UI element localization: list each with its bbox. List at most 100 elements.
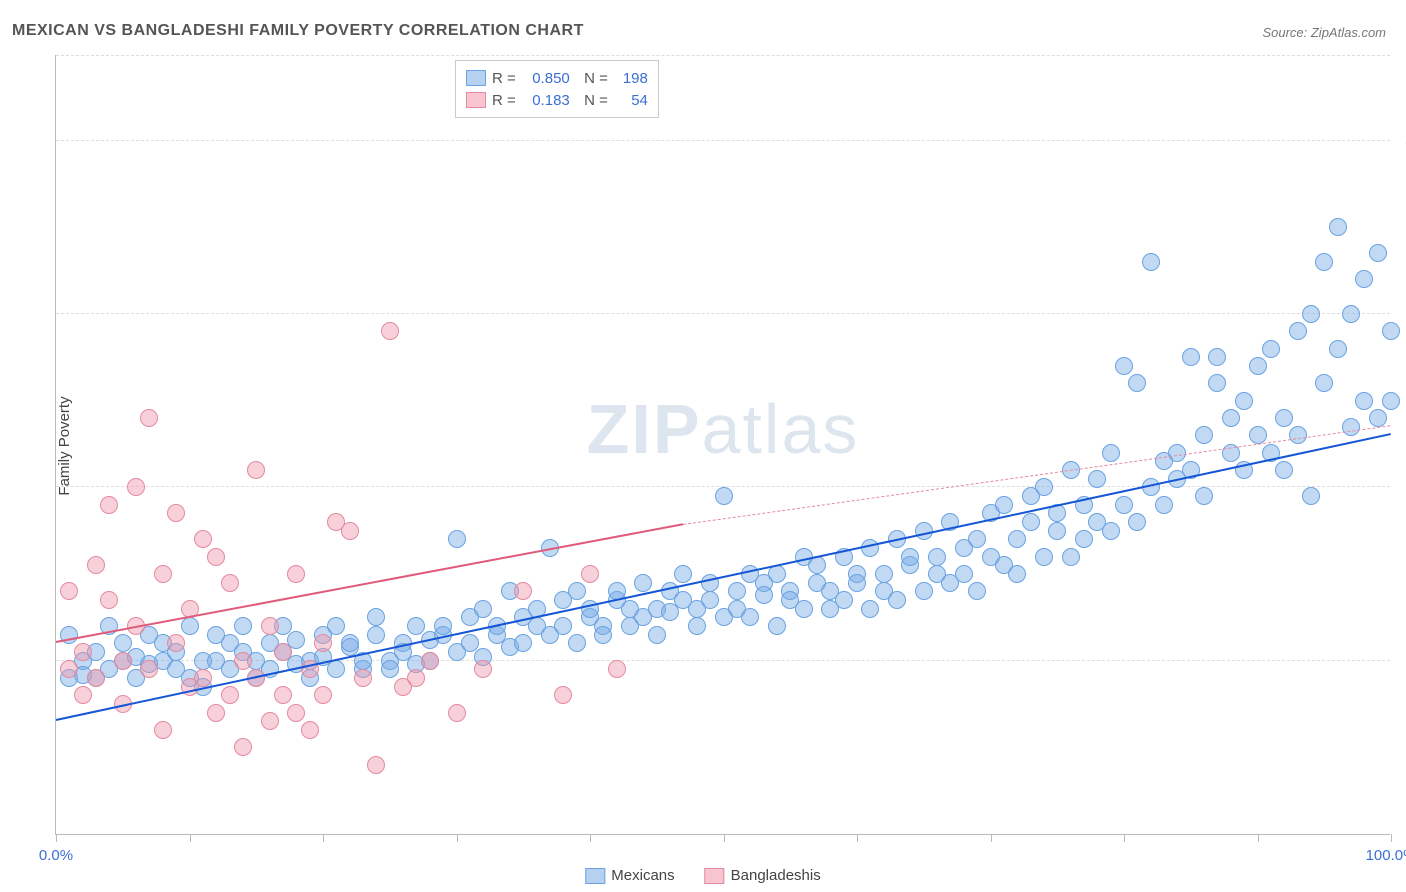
data-point: [154, 565, 172, 583]
source-label: Source: ZipAtlas.com: [1262, 25, 1386, 40]
data-point: [968, 530, 986, 548]
data-point: [928, 548, 946, 566]
data-point: [554, 686, 572, 704]
data-point: [167, 504, 185, 522]
data-point: [287, 565, 305, 583]
legend-swatch: [585, 868, 605, 884]
data-point: [1088, 470, 1106, 488]
y-tick-label: 20.0%: [1398, 479, 1406, 496]
data-point: [234, 652, 252, 670]
data-point: [1022, 513, 1040, 531]
data-point: [181, 617, 199, 635]
data-point: [514, 582, 532, 600]
data-point: [594, 626, 612, 644]
data-point: [274, 643, 292, 661]
y-tick-label: 30.0%: [1398, 306, 1406, 323]
data-point: [421, 652, 439, 670]
y-tick-label: 40.0%: [1398, 133, 1406, 150]
data-point: [194, 530, 212, 548]
correlation-legend: R =0.850 N =198R =0.183 N =54: [455, 60, 659, 118]
data-point: [568, 634, 586, 652]
data-point: [341, 634, 359, 652]
data-point: [1342, 418, 1360, 436]
data-point: [875, 565, 893, 583]
data-point: [768, 617, 786, 635]
data-point: [1302, 487, 1320, 505]
data-point: [1275, 461, 1293, 479]
data-point: [1329, 340, 1347, 358]
data-point: [1369, 244, 1387, 262]
data-point: [701, 591, 719, 609]
data-point: [381, 660, 399, 678]
data-point: [87, 669, 105, 687]
data-point: [221, 574, 239, 592]
data-point: [87, 556, 105, 574]
data-point: [1102, 444, 1120, 462]
data-point: [1235, 392, 1253, 410]
x-tick: [857, 834, 858, 842]
data-point: [367, 756, 385, 774]
data-point: [995, 496, 1013, 514]
legend-row: R =0.850 N =198: [466, 67, 648, 89]
data-point: [1128, 374, 1146, 392]
data-point: [1342, 305, 1360, 323]
data-point: [568, 582, 586, 600]
data-point: [341, 522, 359, 540]
data-point: [194, 669, 212, 687]
data-point: [287, 704, 305, 722]
data-point: [848, 574, 866, 592]
legend-swatch: [466, 70, 486, 86]
y-tick-label: 10.0%: [1398, 653, 1406, 670]
data-point: [1142, 253, 1160, 271]
grid-line: [56, 313, 1390, 314]
data-point: [1115, 357, 1133, 375]
x-tick: [991, 834, 992, 842]
data-point: [221, 686, 239, 704]
data-point: [100, 496, 118, 514]
data-point: [1355, 392, 1373, 410]
legend-label: Bangladeshis: [731, 867, 821, 884]
data-point: [100, 591, 118, 609]
legend-row: R =0.183 N =54: [466, 89, 648, 111]
data-point: [1249, 426, 1267, 444]
data-point: [1369, 409, 1387, 427]
data-point: [367, 626, 385, 644]
data-point: [261, 617, 279, 635]
data-point: [234, 617, 252, 635]
data-point: [354, 669, 372, 687]
data-point: [314, 634, 332, 652]
data-point: [434, 617, 452, 635]
data-point: [968, 582, 986, 600]
data-point: [167, 634, 185, 652]
data-point: [861, 600, 879, 618]
data-point: [514, 634, 532, 652]
data-point: [835, 591, 853, 609]
data-point: [1289, 322, 1307, 340]
data-point: [327, 617, 345, 635]
x-tick-label: 0.0%: [39, 847, 73, 864]
data-point: [474, 600, 492, 618]
data-point: [301, 721, 319, 739]
data-point: [1289, 426, 1307, 444]
data-point: [247, 461, 265, 479]
data-point: [407, 669, 425, 687]
data-point: [154, 721, 172, 739]
x-tick: [724, 834, 725, 842]
data-point: [74, 686, 92, 704]
chart-title: MEXICAN VS BANGLADESHI FAMILY POVERTY CO…: [12, 22, 584, 40]
data-point: [1355, 270, 1373, 288]
data-point: [448, 704, 466, 722]
data-point: [648, 626, 666, 644]
legend-item: Mexicans: [585, 867, 674, 884]
data-point: [60, 582, 78, 600]
chart-container: MEXICAN VS BANGLADESHI FAMILY POVERTY CO…: [0, 0, 1406, 892]
data-point: [674, 565, 692, 583]
data-point: [1208, 348, 1226, 366]
data-point: [581, 565, 599, 583]
series-legend: Mexicans Bangladeshis: [585, 867, 820, 884]
data-point: [448, 530, 466, 548]
data-point: [274, 686, 292, 704]
data-point: [1195, 426, 1213, 444]
data-point: [140, 660, 158, 678]
data-point: [1008, 530, 1026, 548]
